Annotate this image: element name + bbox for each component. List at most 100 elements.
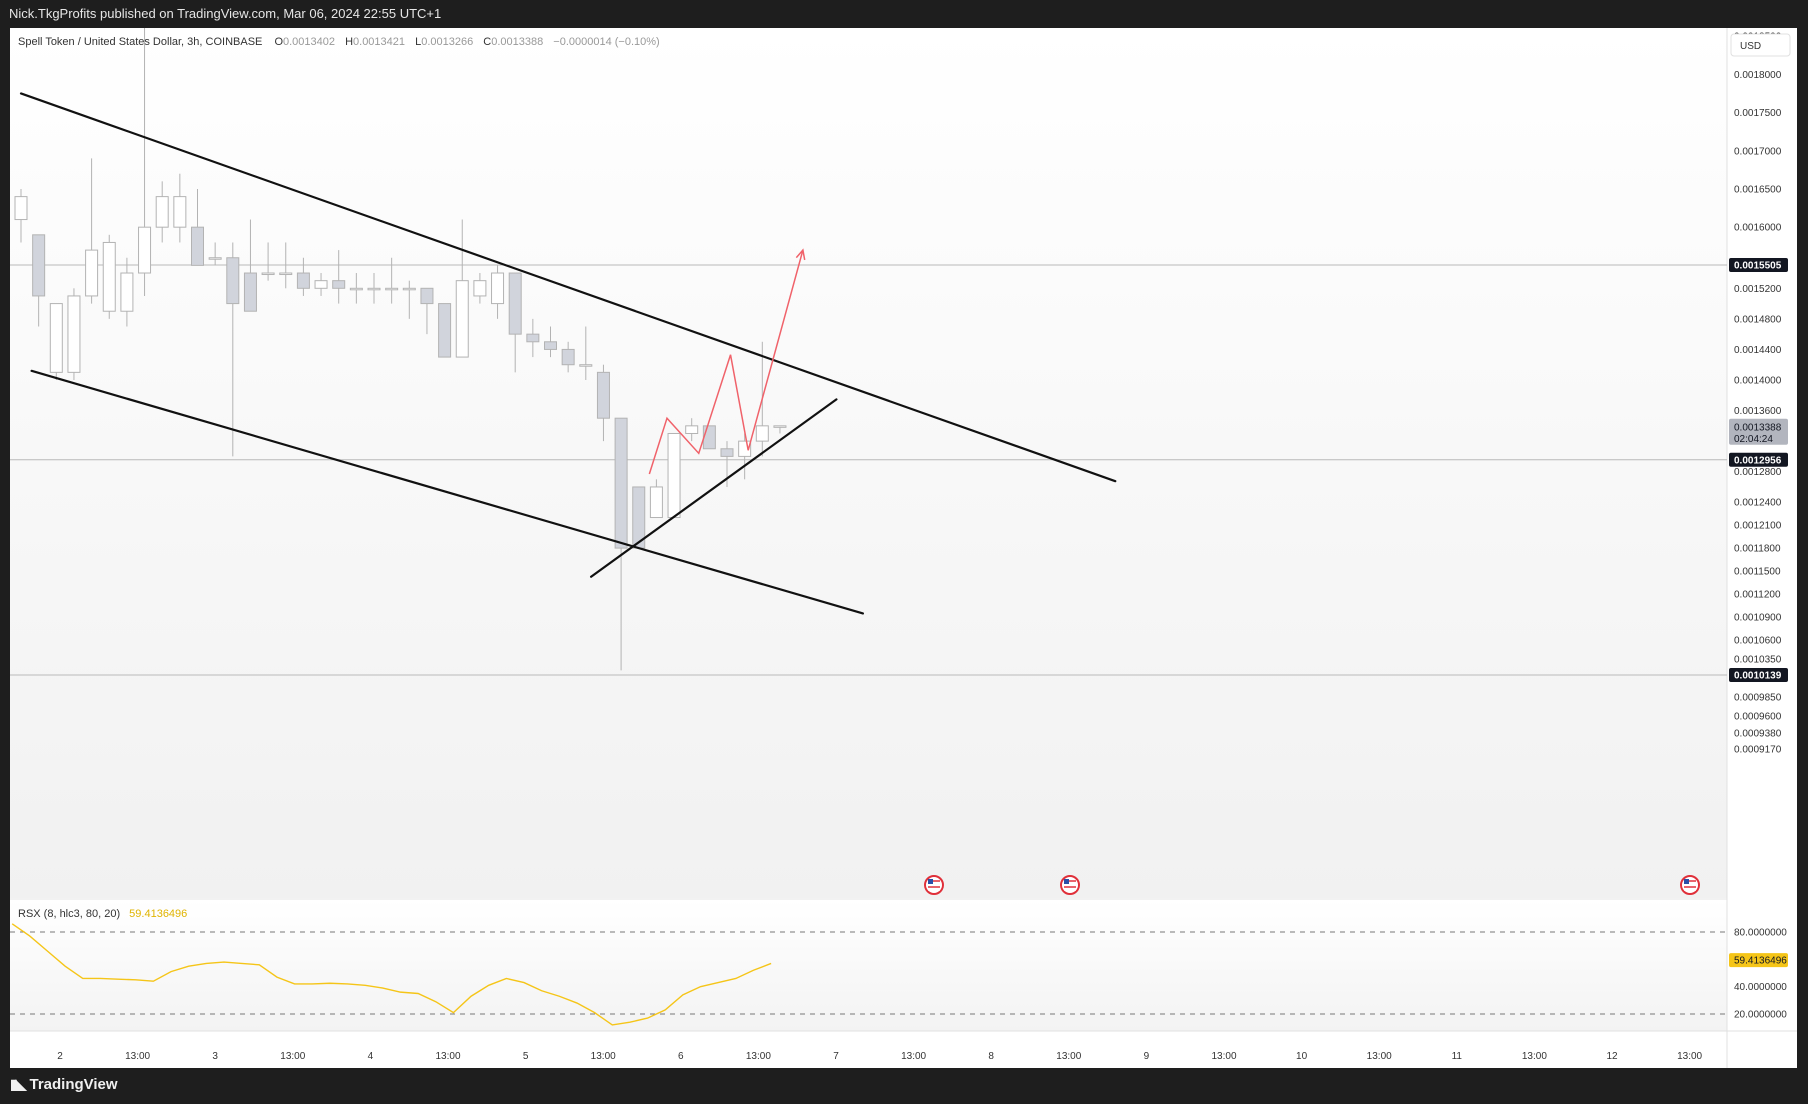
tradingview-logo[interactable]: ▮◣ TradingView: [10, 1076, 118, 1093]
price-axis[interactable]: 0.00190000.00185000.00180000.00175000.00…: [1729, 28, 1788, 1021]
candle[interactable]: [14, 188, 28, 243]
candle-body: [226, 257, 240, 305]
event-circle: [1060, 875, 1080, 895]
candle[interactable]: [685, 418, 699, 442]
candle[interactable]: [473, 273, 487, 304]
candle-body: [208, 257, 222, 260]
candle[interactable]: [49, 303, 63, 380]
candle[interactable]: [349, 273, 363, 304]
horizontal-lines[interactable]: [10, 264, 1727, 676]
candle[interactable]: [243, 219, 257, 312]
drawings[interactable]: [19, 92, 1117, 615]
price-tick-label: 0.0009380: [1734, 728, 1782, 739]
price-badge-bg: [1729, 452, 1788, 467]
candle[interactable]: [561, 341, 575, 373]
candle[interactable]: [67, 288, 81, 380]
price-label-badge[interactable]: 0.0010139: [1729, 668, 1788, 682]
projection-path[interactable]: [648, 249, 804, 475]
rsx-line[interactable]: [11, 923, 772, 1026]
chart-frame[interactable]: 0.00190000.00185000.00180000.00175000.00…: [10, 28, 1797, 1068]
chart-canvas[interactable]: 0.00190000.00185000.00180000.00175000.00…: [10, 28, 1797, 1068]
candle-body: [685, 425, 699, 434]
candle[interactable]: [173, 173, 187, 243]
candle[interactable]: [579, 326, 593, 380]
time-tick-label: 2: [57, 1051, 63, 1062]
candle[interactable]: [508, 272, 522, 373]
candle[interactable]: [702, 425, 716, 450]
candle[interactable]: [138, 28, 152, 296]
candle[interactable]: [420, 287, 434, 335]
candle[interactable]: [85, 158, 99, 304]
candle-body: [32, 234, 46, 297]
candle[interactable]: [191, 188, 204, 266]
rsx-tick-label: 80.0000000: [1734, 928, 1787, 939]
candle[interactable]: [402, 280, 416, 319]
price-tick-label: 0.0012100: [1734, 521, 1782, 532]
candle[interactable]: [773, 425, 787, 434]
time-tick-label: 11: [1452, 1051, 1463, 1062]
candle[interactable]: [32, 234, 46, 327]
candle[interactable]: [120, 257, 134, 327]
price-tick-label: 0.0014000: [1734, 375, 1782, 386]
candle[interactable]: [614, 417, 628, 671]
rsx-tick-label: 40.0000000: [1734, 982, 1787, 993]
candle[interactable]: [544, 326, 557, 358]
price-tick-label: 0.0011500: [1734, 567, 1781, 578]
time-tick-label: 13:00: [435, 1051, 460, 1062]
flag-canton: [1684, 879, 1689, 884]
price-label-badge[interactable]: 0.0012956: [1729, 452, 1788, 467]
rsx-legend[interactable]: RSX (8, hlc3, 80, 20) 59.4136496: [18, 908, 187, 920]
rsx-pane[interactable]: [10, 900, 1727, 1031]
candle[interactable]: [226, 242, 240, 457]
candle[interactable]: [296, 257, 310, 296]
price-tick-label: 0.0009600: [1734, 712, 1782, 723]
rsx-value-badge[interactable]: 59.4136496: [1729, 953, 1788, 968]
candle[interactable]: [438, 303, 452, 358]
rsx-indicator[interactable]: [10, 923, 1727, 1026]
candle-body: [561, 348, 575, 366]
price-tick-label: 0.0016000: [1734, 223, 1782, 234]
legend-row[interactable]: Spell Token / United States Dollar, 3h, …: [18, 36, 660, 48]
candle[interactable]: [526, 318, 540, 358]
candle[interactable]: [279, 242, 293, 289]
candle[interactable]: [367, 273, 381, 304]
economic-events[interactable]: [924, 875, 1700, 895]
candle[interactable]: [102, 234, 116, 319]
candle[interactable]: [649, 479, 663, 519]
candlestick-series[interactable]: [14, 28, 787, 671]
candle[interactable]: [332, 250, 346, 304]
price-tick-label: 0.0010900: [1734, 612, 1782, 623]
candle[interactable]: [491, 265, 505, 319]
us-flag-event-icon[interactable]: [1060, 875, 1080, 895]
time-tick-label: 13:00: [280, 1051, 305, 1062]
main-pane[interactable]: [10, 28, 1727, 898]
candle[interactable]: [667, 432, 681, 519]
candle-body: [649, 486, 663, 519]
candle[interactable]: [261, 242, 275, 281]
candle[interactable]: [385, 257, 399, 304]
upper-channel-line[interactable]: [19, 92, 1117, 483]
price-badge-bg: [1729, 258, 1788, 272]
price-tick-label: 0.0015200: [1734, 284, 1782, 295]
price-tick-label: 0.0014800: [1734, 314, 1782, 325]
currency-button[interactable]: USD: [1730, 33, 1791, 57]
candle-body: [402, 287, 416, 291]
price-tick-label: 0.0012800: [1734, 467, 1782, 478]
time-axis[interactable]: 2 13:00 3 13:00 4 13:00 5 13:00 6 13:00 7 13:00 8 13:…: [57, 1051, 1702, 1062]
candle-body: [508, 272, 522, 335]
lower-channel-line[interactable]: [30, 369, 865, 615]
candle[interactable]: [455, 219, 469, 358]
price-label-badge[interactable]: 0.0015505: [1729, 258, 1788, 272]
price-tick-label: 0.0010350: [1734, 654, 1782, 665]
us-flag-event-icon[interactable]: [924, 875, 944, 895]
price-tick-label: 0.0017000: [1734, 146, 1782, 157]
rising-support-line[interactable]: [589, 398, 838, 578]
candle-body: [614, 417, 628, 549]
candle[interactable]: [596, 364, 610, 442]
candle[interactable]: [155, 181, 169, 243]
us-flag-event-icon[interactable]: [1680, 875, 1700, 895]
currency-label: USD: [1740, 41, 1761, 52]
candle[interactable]: [314, 273, 328, 296]
candle[interactable]: [208, 242, 222, 266]
